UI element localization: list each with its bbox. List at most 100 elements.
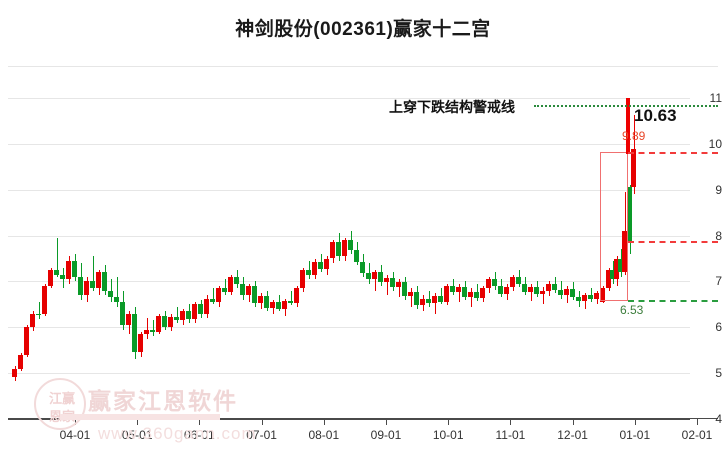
candle-body [438,296,443,302]
candle-body [288,300,293,304]
candle-wick [38,302,40,320]
price-channel-box [600,152,628,301]
plot-bottom-axis [8,418,718,419]
y-axis-tick-label: 9 [715,182,722,197]
y-axis-tick-label: 10 [708,136,722,151]
candle-body [522,283,527,292]
x-axis-tick-mark [572,418,574,425]
candle-body [618,258,623,273]
candle-wick [116,276,118,307]
x-axis-tick-label: 10-01 [432,428,464,442]
candle-body [96,272,101,289]
candle-wick [542,286,544,305]
candle-wick [290,290,292,306]
candle-body [294,288,299,304]
candle-body [594,292,599,299]
candle-body [402,282,407,297]
candle-body [552,283,557,290]
x-axis-tick-mark [510,418,512,425]
candle-wick [56,237,58,277]
candle-body [174,317,179,321]
x-axis-tick-mark [697,418,698,425]
grid-line [8,98,690,99]
candle-wick [224,279,226,296]
candle-body [408,291,413,297]
candle-wick [470,288,472,307]
candle-body [246,286,251,296]
candle-body [186,311,191,320]
candle-body [432,296,437,304]
x-axis-tick-label: 11-01 [495,428,526,442]
watermark-brand: 赢家江恩软件 [88,388,238,414]
candle-body [42,286,47,314]
candle-wick [308,260,310,280]
candle-wick [428,290,430,307]
candle-body [318,262,323,269]
candle-body [12,368,17,377]
candle-wick [146,318,148,339]
watermark-url: www.360gann.com [98,424,257,443]
candle-body [546,283,551,291]
candle-body [516,276,521,284]
candle-body [510,276,515,287]
candle-body [126,313,131,325]
current-price-marker [626,98,630,154]
x-axis-tick-label: 06-01 [184,428,215,442]
lower-value-label: 6.53 [620,303,644,317]
candle-body [198,304,203,315]
warning-line-label: 上穿下跌结构警戒线 [389,99,515,115]
candle-body [474,291,479,298]
candle-body [282,300,287,309]
warning-line [534,105,718,107]
candle-body [348,240,353,251]
candle-body [18,354,23,369]
candle-wick [152,320,154,337]
watermark-bar [60,414,220,420]
x-axis-tick-label: 12-01 [557,428,588,442]
candle-body [600,288,605,303]
page-title: 神剑股份(002361)赢家十二宫 [235,19,491,40]
x-axis-tick-label: 07-01 [246,428,277,442]
grid-line [8,235,690,237]
x-axis-tick-mark [137,418,139,425]
candle-body [216,288,221,303]
candle-body [264,296,269,309]
candle-body [414,291,419,306]
candle-body [354,250,359,263]
candle-body [468,291,473,298]
warning-value-label: 10.63 [634,106,677,125]
x-axis-tick-mark [386,418,387,425]
candle-body [270,302,275,309]
candle-body [192,304,197,320]
candle-body [210,298,215,303]
x-axis-tick-label: 04-01 [59,428,91,442]
candle-body [396,282,401,287]
candle-body [606,269,611,289]
y-axis-tick-label: 7 [715,274,722,289]
candle-wick [458,283,460,303]
watermark-logo-top: 江赢 [48,391,75,406]
candle-body [492,279,497,286]
grid-line [8,143,690,145]
candle-body [168,317,173,328]
candle-body [324,258,329,269]
grid-line [8,327,690,329]
candle-body [258,296,263,304]
candle-body [132,313,137,353]
candle-wick [176,306,178,323]
candle-body [390,277,395,287]
candle-body [330,242,335,259]
candle-body [610,269,615,280]
candle-body [528,286,533,292]
candle-body [102,272,107,291]
candle-body [306,269,311,275]
candle-wick [584,292,586,309]
support-line [628,300,718,302]
resistance-line-lower [628,241,718,243]
candle-body [48,269,53,286]
candle-body [78,276,83,296]
candle-body [534,286,539,295]
x-axis-tick-label: 01-01 [619,428,651,442]
candle-body [614,258,619,280]
x-axis-tick-label: 05-01 [121,428,153,442]
